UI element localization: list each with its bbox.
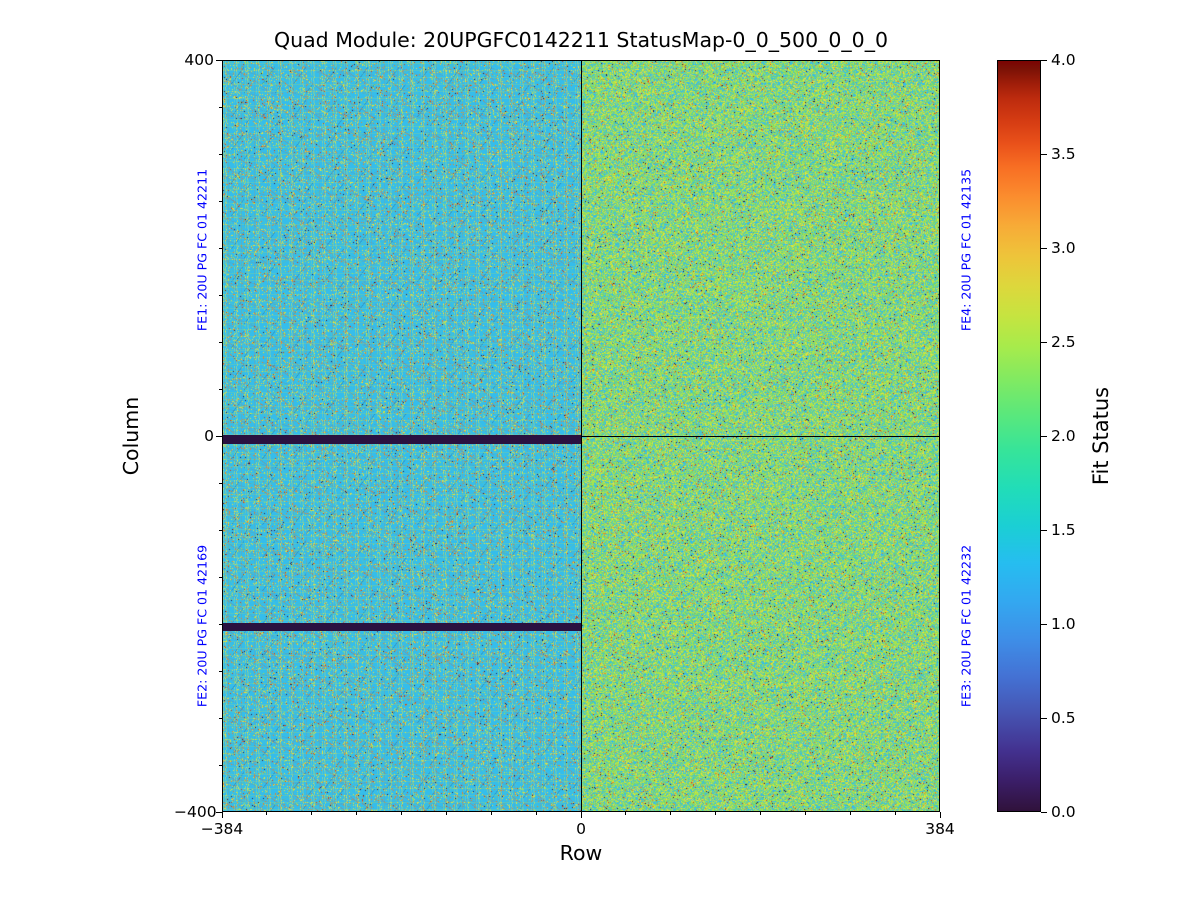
colorbar-tick-label: 4.0 — [1051, 51, 1076, 69]
quadrant-divider-horizontal — [581, 436, 939, 438]
y-tick-major — [216, 435, 222, 437]
dead-row-band-column-200 — [223, 623, 581, 631]
heatmap-axes[interactable] — [222, 60, 940, 812]
y-tick-label: 0 — [204, 427, 214, 445]
quadrant-fe1[interactable] — [223, 61, 581, 436]
colorbar-tick — [1041, 435, 1047, 437]
colorbar-tick — [1041, 529, 1047, 531]
colorbar-tick-label: 0.5 — [1051, 709, 1076, 727]
x-tick-minor — [445, 812, 447, 816]
y-tick-minor — [218, 247, 222, 249]
x-tick-minor — [401, 812, 402, 816]
colorbar-label: Fit Status — [1089, 386, 1113, 486]
y-tick-minor — [218, 200, 222, 202]
x-axis-label: Row — [559, 841, 603, 865]
colorbar-tick-label: 1.5 — [1051, 521, 1076, 539]
x-tick-minor — [670, 812, 672, 816]
x-tick-label: 384 — [925, 820, 955, 838]
colorbar-tick — [1041, 811, 1047, 813]
colorbar-tick — [1041, 59, 1047, 61]
x-tick-minor — [849, 812, 851, 816]
fe4-noise-secondary — [581, 61, 939, 436]
x-tick-major — [939, 812, 941, 818]
y-axis-label: Column — [119, 396, 143, 476]
colorbar-tick — [1041, 153, 1047, 155]
y-tick-minor — [218, 153, 222, 155]
x-tick-major — [580, 812, 582, 818]
fe-label-fe1: FE1: 20U PG FC 01 42211 — [194, 168, 210, 332]
y-tick-label: 400 — [184, 51, 214, 69]
colorbar-tick-label: 1.0 — [1051, 615, 1076, 633]
fe1-noise-secondary — [223, 61, 581, 436]
y-tick-minor — [218, 529, 222, 531]
y-tick-minor — [218, 294, 222, 296]
x-tick-label: −384 — [200, 820, 244, 838]
fe3-noise-secondary — [581, 436, 939, 811]
colorbar-tick — [1041, 341, 1047, 343]
colorbar-tick — [1041, 247, 1047, 249]
colorbar-tick — [1041, 717, 1047, 719]
x-tick-minor — [535, 812, 537, 816]
x-tick-minor — [356, 812, 358, 816]
x-tick-major — [221, 812, 223, 818]
y-tick-minor — [218, 717, 222, 719]
x-tick-minor — [625, 812, 627, 816]
y-tick-minor — [218, 482, 222, 484]
y-tick-minor — [218, 106, 222, 108]
x-tick-minor — [894, 812, 896, 816]
colorbar-tick-label: 3.0 — [1051, 239, 1076, 257]
quadrant-fe3[interactable] — [581, 436, 939, 811]
y-tick-major — [216, 59, 222, 61]
colorbar-tick-label: 3.5 — [1051, 145, 1076, 163]
x-tick-minor — [490, 812, 492, 816]
fe-label-fe2: FE2: 20U PG FC 01 42169 — [194, 544, 210, 708]
y-tick-minor — [218, 388, 222, 390]
colorbar-tick — [1041, 623, 1047, 625]
y-tick-major — [216, 811, 222, 813]
y-tick-minor — [218, 764, 222, 766]
fe-label-fe4: FE4: 20U PG FC 01 42135 — [958, 168, 974, 332]
dead-row-band-column-0 — [223, 435, 581, 444]
x-tick-minor — [760, 812, 761, 816]
y-tick-label: −400 — [174, 803, 217, 821]
quadrant-fe4[interactable] — [581, 61, 939, 436]
x-tick-label: 0 — [576, 820, 586, 838]
colorbar-tick-label: 0.0 — [1051, 803, 1076, 821]
colorbar-tick-label: 2.0 — [1051, 427, 1076, 445]
x-tick-minor — [311, 812, 313, 816]
y-tick-minor — [218, 341, 222, 343]
x-tick-minor — [804, 812, 806, 816]
colorbar-tick-label: 2.5 — [1051, 333, 1076, 351]
x-tick-minor — [266, 812, 268, 816]
y-tick-minor — [218, 623, 222, 625]
colorbar-gradient[interactable] — [997, 60, 1041, 812]
y-tick-minor — [218, 670, 222, 672]
fe-label-fe3: FE3: 20U PG FC 01 42232 — [958, 544, 974, 708]
page-title: Quad Module: 20UPGFC0142211 StatusMap-0_… — [273, 28, 889, 52]
x-tick-minor — [715, 812, 717, 816]
y-tick-minor — [218, 576, 222, 578]
